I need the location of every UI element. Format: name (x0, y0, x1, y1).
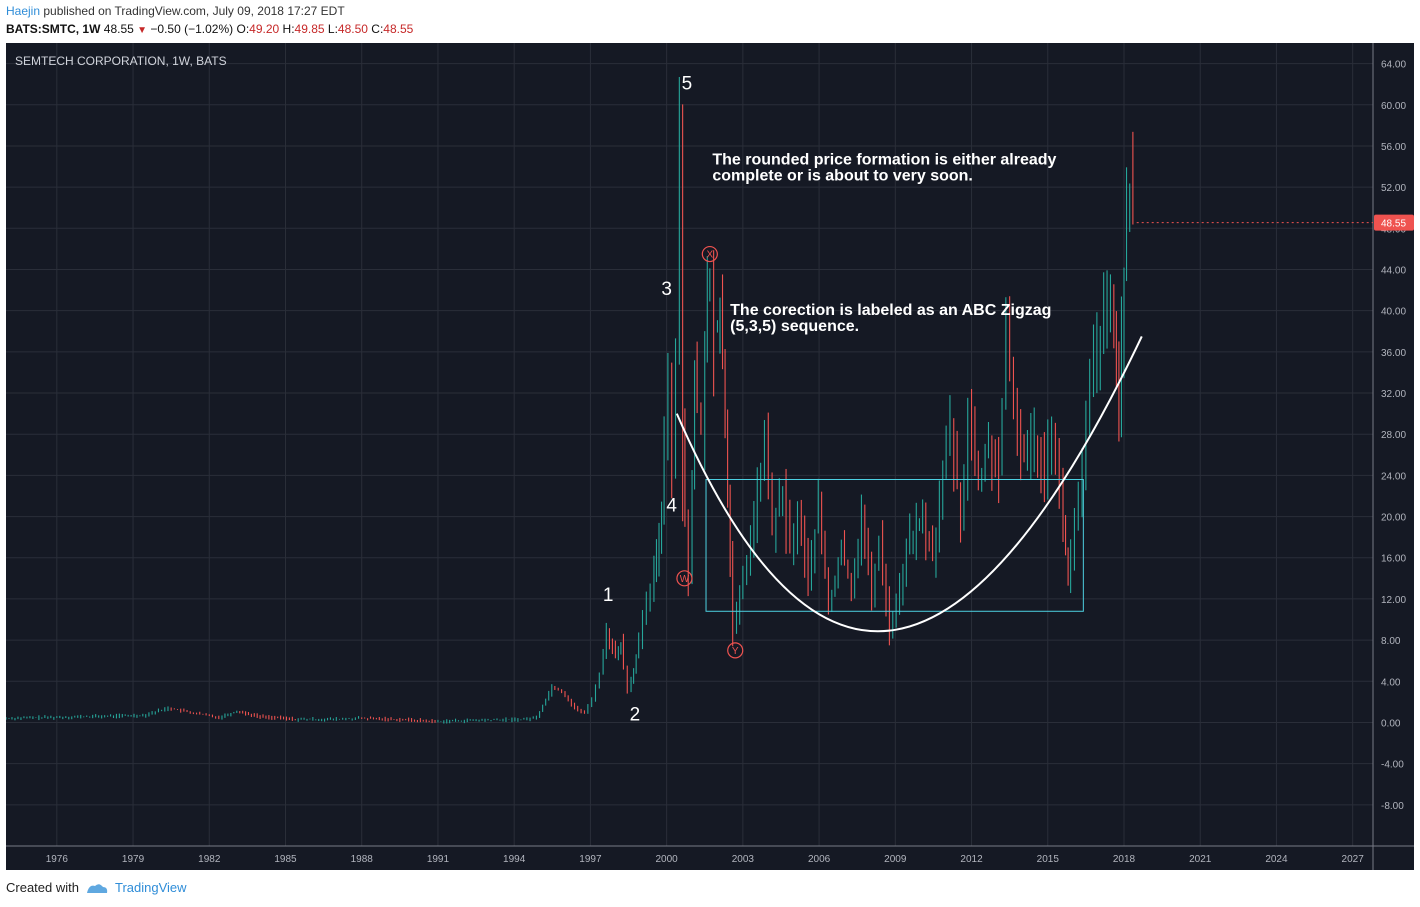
wave-circle-label: X (701, 245, 718, 263)
y-tick-label: 36.00 (1381, 348, 1406, 359)
x-tick-label: 2012 (960, 854, 983, 865)
price-series (5, 77, 1134, 724)
chart-background (6, 43, 1414, 870)
x-tick-label: 2006 (808, 854, 831, 865)
tradingview-logo-icon (86, 883, 108, 893)
wave-label: 1 (603, 585, 614, 606)
close-value: 48.55 (383, 22, 414, 36)
x-tick-label: 2018 (1113, 854, 1136, 865)
wave-circle (701, 245, 718, 263)
wave-circle (727, 642, 744, 659)
high-value: 49.85 (294, 22, 325, 36)
x-tick-label: 1979 (122, 854, 145, 865)
x-tick-label: 1976 (46, 854, 69, 865)
y-tick-label: 28.00 (1381, 430, 1406, 441)
x-tick-label: 1988 (351, 854, 374, 865)
y-tick-label: 12.00 (1381, 595, 1406, 606)
wave-label: 2 (630, 704, 641, 725)
y-tick-label: 52.00 (1381, 183, 1406, 194)
x-tick-label: 2000 (656, 854, 679, 865)
created-with-text: Created with (6, 880, 79, 895)
wave-label: 5 (682, 73, 693, 94)
wave-label: 4 (666, 495, 677, 516)
wave-circle-label: W (676, 570, 693, 587)
last-price-badge (1374, 214, 1414, 231)
x-tick-label: 2003 (732, 854, 755, 865)
wave-label: 3 (661, 279, 672, 300)
footer: Created with TradingView (6, 880, 187, 895)
low-label: L: (327, 22, 338, 36)
annotation-text: The rounded price formation is either al… (712, 151, 1056, 168)
low-value: 48.50 (337, 22, 368, 36)
x-tick-label: 2009 (884, 854, 907, 865)
wave-circle-text: X (706, 250, 713, 261)
y-tick-label: 64.00 (1381, 60, 1406, 71)
high-label: H: (282, 22, 295, 36)
y-tick-label: 56.00 (1381, 142, 1406, 153)
wave-circle-text: W (680, 574, 690, 585)
y-tick-label: 4.00 (1381, 677, 1401, 688)
chart-title: SEMTECH CORPORATION, 1W, BATS (15, 54, 227, 68)
price-chart[interactable]: 64.00 60.00 56.00 52.00 4 8.00 44.00 40.00 36.00… (5, 43, 1414, 870)
x-tick-label: 1997 (579, 854, 602, 865)
y-tick-label: 40.00 (1381, 307, 1406, 318)
annotation-text: The corection is labeled as an ABC Zigza… (730, 302, 1051, 319)
open-label: O: (236, 22, 250, 36)
wave-circle (676, 570, 693, 587)
open-value: 49.20 (249, 22, 280, 36)
y-tick-label: 32.00 (1381, 389, 1406, 400)
last-price: 48.55 (103, 22, 134, 36)
annotation-text: (5,3,5) sequence. (730, 318, 859, 335)
symbol-info: BATS:SMTC, 1W 48.55 ▼ −0.50 (−1.02%) O:4… (6, 22, 413, 36)
x-tick-label: 1994 (503, 854, 526, 865)
publish-info: Haejin published on TradingView.com, Jul… (6, 4, 345, 18)
last-price-label: 48.55 (1381, 219, 1406, 230)
y-tick-label: 24.00 (1381, 471, 1406, 482)
y-tick-label: 8.00 (1381, 636, 1401, 647)
wave-circle-text: Y (732, 646, 739, 657)
y-tick-label: 44.00 (1381, 265, 1406, 276)
down-arrow-icon: ▼ (137, 25, 148, 36)
chart-panel[interactable]: 64.00 60.00 56.00 52.00 4 8.00 44.00 40.00 36.00… (5, 43, 1414, 870)
tradingview-link[interactable]: TradingView (114, 880, 187, 895)
y-tick-label: 60.00 (1381, 101, 1406, 112)
published-text: published on TradingView.com, July 09, 2… (43, 4, 345, 18)
y-tick-label: -8.00 (1381, 801, 1404, 812)
annotation-text: complete or is about to very soon. (712, 167, 973, 184)
x-tick-label: 1985 (274, 854, 297, 865)
symbol-name: BATS:SMTC, 1W (6, 22, 101, 36)
x-tick-label: 2021 (1189, 854, 1212, 865)
x-tick-label: 2027 (1342, 854, 1365, 865)
y-tick-label: 16.00 (1381, 554, 1406, 565)
rounded-bottom-arc (675, 335, 1143, 633)
x-tick-label: 1991 (427, 854, 450, 865)
y-tick-label: 20.00 (1381, 513, 1406, 524)
x-tick-label: 2015 (1037, 854, 1060, 865)
x-tick-label: 2024 (1265, 854, 1288, 865)
y-tick-label: 0.00 (1381, 718, 1401, 729)
wave-circle-label: Y (727, 642, 744, 659)
author-link[interactable]: Haejin (6, 4, 41, 18)
y-tick-label: -4.00 (1381, 760, 1404, 771)
range-rectangle (705, 479, 1084, 612)
close-label: C: (371, 22, 384, 36)
x-tick-label: 1982 (198, 854, 221, 865)
price-change: −0.50 (−1.02%) (150, 22, 234, 36)
